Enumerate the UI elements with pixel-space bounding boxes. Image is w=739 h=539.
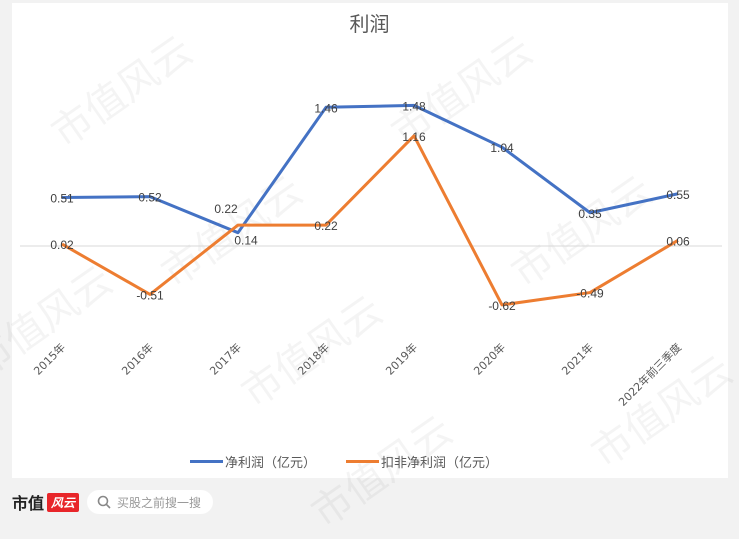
chart-title: 利润 <box>349 12 390 36</box>
footer-bar: 市值 风云 买股之前搜一搜 <box>12 490 214 514</box>
data-label: 0.55 <box>666 188 690 202</box>
data-label: -0.49 <box>576 287 604 301</box>
legend-label: 扣非净利润（亿元） <box>381 456 499 471</box>
x-axis-tick-label: 2016年 <box>119 340 156 377</box>
data-label: 0.22 <box>214 202 238 216</box>
x-axis-tick-label: 2019年 <box>383 340 420 377</box>
x-axis-tick-label: 2020年 <box>471 340 508 377</box>
brand-mark: 风云 <box>47 492 80 512</box>
legend-item-deducted-net-profit[interactable]: 扣非净利润（亿元） <box>346 452 498 471</box>
data-label: 0.02 <box>50 238 74 252</box>
brand-text: 市值 <box>12 494 45 513</box>
data-label: -0.62 <box>488 299 516 313</box>
data-label: -0.51 <box>136 288 164 302</box>
data-label: 1.48 <box>402 99 426 113</box>
x-axis-tick-label: 2021年 <box>559 340 596 377</box>
data-label: 0.14 <box>234 234 258 248</box>
search-box[interactable]: 买股之前搜一搜 <box>87 490 214 514</box>
x-axis-tick-label: 2017年 <box>207 340 244 377</box>
net-profit-line[interactable] <box>61 103 679 235</box>
data-label: 0.35 <box>578 207 602 221</box>
data-label: 0.51 <box>50 192 74 206</box>
data-label: 1.04 <box>490 141 514 155</box>
data-label: 0.06 <box>666 234 690 248</box>
chart-card <box>12 3 728 478</box>
deducted-net-profit-line[interactable] <box>61 134 679 307</box>
data-label: 0.52 <box>138 191 162 205</box>
x-axis-tick-label: 2018年 <box>295 340 332 377</box>
legend-label: 净利润（亿元） <box>225 456 317 471</box>
brand-logo[interactable]: 市值 风云 <box>12 490 80 514</box>
legend-swatch-orange <box>346 460 380 463</box>
chart-legend: 净利润（亿元） 扣非净利润（亿元） <box>190 452 498 471</box>
x-axis-tick-label: 2015年 <box>31 340 68 377</box>
data-label: 0.22 <box>314 219 338 233</box>
legend-swatch-blue <box>190 460 223 463</box>
search-icon <box>97 495 111 509</box>
legend-item-net-profit[interactable]: 净利润（亿元） <box>190 452 316 471</box>
search-placeholder: 买股之前搜一搜 <box>117 495 202 510</box>
data-label: 1.46 <box>314 101 338 115</box>
line-chart: 0.51 0.52 0.14 1.46 1.48 1.04 0.35 0.55 0.02 -0.5… <box>20 99 722 409</box>
x-axis-tick-label: 2022年前三季度 <box>616 340 685 409</box>
data-label: 1.16 <box>402 130 426 144</box>
